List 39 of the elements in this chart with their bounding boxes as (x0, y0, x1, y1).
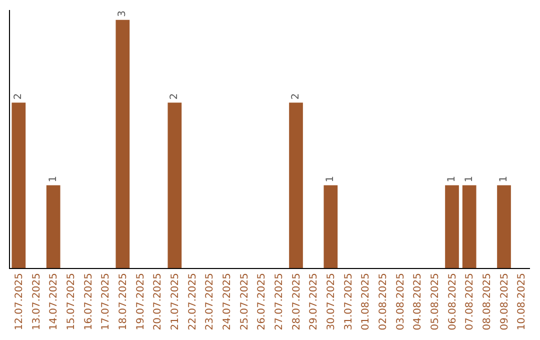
data-label: 2 (13, 93, 24, 100)
x-tick-label: 22.07.2025 (187, 273, 198, 330)
x-tick-label: 01.08.2025 (360, 273, 372, 330)
x-tick-label: 16.07.2025 (83, 273, 94, 330)
x-tick-label: 04.08.2025 (412, 273, 424, 330)
data-label: 1 (446, 176, 458, 182)
x-tick-label: 03.08.2025 (395, 273, 406, 330)
x-tick-label: 30.07.2025 (326, 273, 337, 330)
data-label: 1 (498, 176, 510, 182)
data-label: 1 (464, 176, 475, 182)
x-tick-label: 08.08.2025 (482, 273, 493, 330)
x-tick-label: 28.07.2025 (291, 273, 302, 330)
data-label: 2 (169, 93, 180, 100)
x-tick-label: 09.08.2025 (499, 273, 510, 330)
x-tick-label: 20.07.2025 (152, 273, 164, 330)
x-tick-label: 14.07.2025 (48, 273, 60, 330)
data-label: 3 (117, 10, 128, 17)
x-tick-label: 06.08.2025 (447, 273, 458, 330)
x-tick-label: 02.08.2025 (378, 273, 389, 330)
x-tick-label: 19.07.2025 (135, 273, 146, 330)
x-tick-label: 21.07.2025 (170, 273, 181, 330)
x-tick-label: 17.07.2025 (100, 273, 112, 330)
x-tick-label: 26.07.2025 (256, 273, 268, 330)
x-tick-label: 31.07.2025 (343, 273, 354, 330)
x-tick-label: 18.07.2025 (118, 273, 129, 330)
x-tick-label: 27.07.2025 (274, 273, 285, 330)
data-label: 1 (325, 176, 336, 182)
data-label: 1 (48, 176, 59, 182)
x-tick-label: 13.07.2025 (31, 273, 42, 330)
x-tick-label: 05.08.2025 (430, 273, 441, 330)
x-tick-label: 15.07.2025 (66, 273, 77, 330)
x-tick-label: 12.07.2025 (14, 273, 25, 330)
x-tick-label: 10.08.2025 (516, 273, 528, 330)
data-label: 2 (290, 93, 302, 100)
x-tick-label: 23.07.2025 (204, 273, 216, 330)
x-tick-label: 29.07.2025 (308, 273, 320, 330)
x-tick-label: 24.07.2025 (222, 273, 233, 330)
x-tick-label: 25.07.2025 (239, 273, 250, 330)
x-tick-label: 07.08.2025 (464, 273, 476, 330)
